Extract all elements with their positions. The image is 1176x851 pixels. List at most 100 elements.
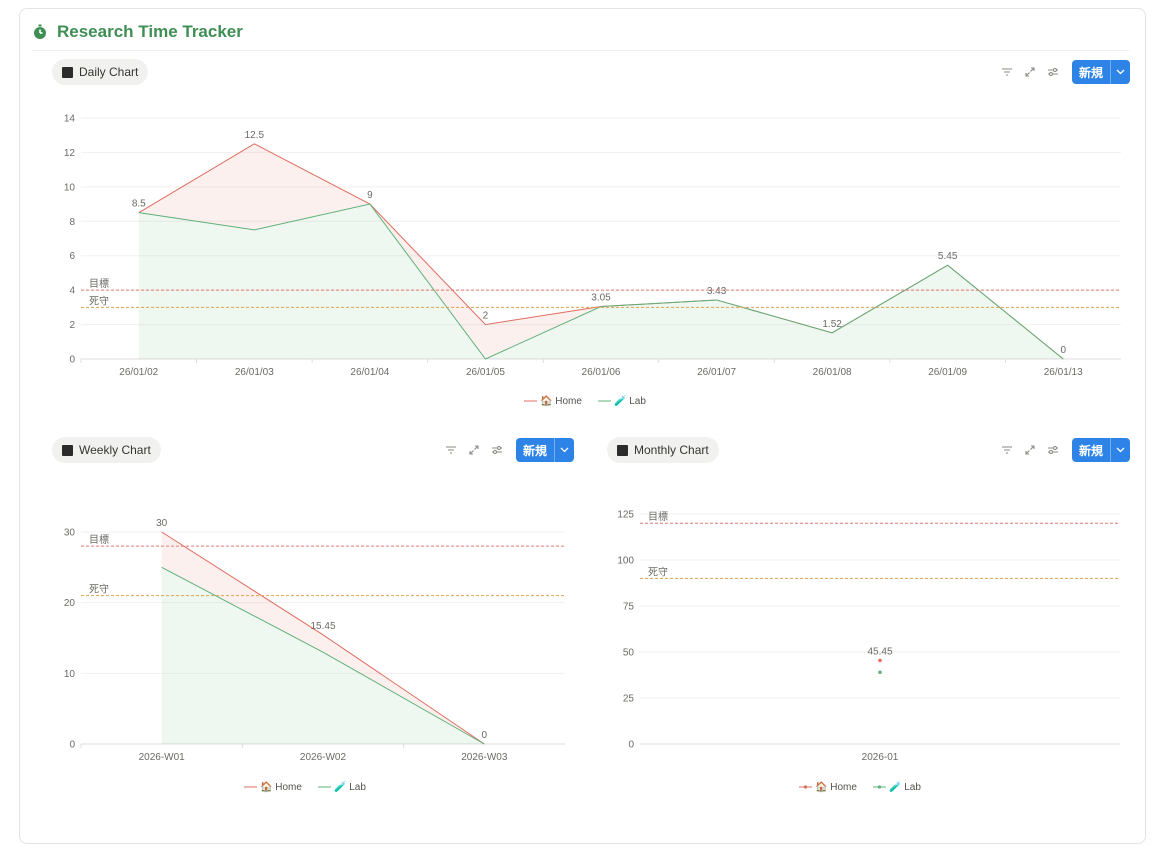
settings-sliders-icon[interactable] <box>1045 442 1061 458</box>
y-tick-label: 125 <box>617 510 634 521</box>
legend: 🏠 Home 🧪 Lab <box>799 781 921 793</box>
data-label: 15.45 <box>310 621 335 632</box>
daily-chart: 0 2 4 6 8 10 12 14 26/01/02 26/01/03 26/01/04 26/01… <box>64 114 1121 407</box>
y-tick-label: 25 <box>623 694 635 705</box>
weekly-chart-label: Weekly Chart <box>79 443 151 457</box>
lab-series-line <box>161 566 485 745</box>
data-label: 45.45 <box>867 646 892 657</box>
weekly-chart: 0 10 20 30 2026-W01 2026-W02 2026-W03 30 15.45 0 目… <box>64 518 565 793</box>
y-tick-label: 75 <box>623 602 635 613</box>
y-tick-label: 10 <box>64 182 76 193</box>
weekly-toolbar: 新規 <box>443 438 574 462</box>
legend-lab-label: 🧪 Lab <box>614 395 646 407</box>
daily-new-button[interactable]: 新規 <box>1071 60 1130 84</box>
legend-lab-label: 🧪 Lab <box>889 781 921 793</box>
square-icon <box>62 66 73 78</box>
legend: 🏠 Home 🧪 Lab <box>524 395 646 407</box>
data-label: 3.05 <box>591 292 611 303</box>
reference-line-label: 目標 <box>89 277 109 290</box>
filter-icon[interactable] <box>999 64 1015 80</box>
reference-line-label: 死守 <box>648 565 668 578</box>
lab-area <box>138 204 1064 359</box>
square-icon <box>62 444 73 456</box>
data-label: 30 <box>156 518 168 529</box>
lab-series-line <box>138 203 1064 360</box>
weekly-chart-tab[interactable]: Weekly Chart <box>52 437 161 463</box>
data-label: 12.5 <box>245 130 265 141</box>
legend-home-label: 🏠 Home <box>540 395 582 407</box>
filter-icon[interactable] <box>443 442 459 458</box>
daily-chart-label: Daily Chart <box>79 65 139 79</box>
data-label: 0 <box>482 730 488 741</box>
y-tick-label: 0 <box>69 355 75 366</box>
x-tick-label: 2026-01 <box>862 752 899 763</box>
lab-point <box>878 670 882 675</box>
legend-dot <box>803 785 808 789</box>
home-area <box>161 532 485 744</box>
monthly-new-button[interactable]: 新規 <box>1071 438 1130 462</box>
home-series-line <box>161 531 485 745</box>
new-button-label: 新規 <box>1078 443 1103 458</box>
monthly-chart-tab[interactable]: Monthly Chart <box>607 437 719 463</box>
data-label: 1.52 <box>822 319 842 330</box>
reference-line-label: 死守 <box>89 583 109 596</box>
daily-chart-panel: Daily Chart 新規 0 2 4 6 8 10 12 14 26/01/02 26/01/… <box>52 59 1130 419</box>
y-tick-label: 20 <box>64 598 76 609</box>
x-tick-label: 26/01/04 <box>350 367 389 378</box>
y-tick-label: 4 <box>69 286 75 297</box>
app-title: Research Time Tracker <box>57 22 243 41</box>
x-tick-label: 2026-W03 <box>461 752 508 763</box>
x-tick-label: 26/01/09 <box>928 367 967 378</box>
y-tick-label: 50 <box>623 648 635 659</box>
tracker-card: Research Time Tracker Daily Chart 新規 0 2 4… <box>19 8 1146 844</box>
new-button-label: 新規 <box>1078 65 1103 80</box>
chevron-down-icon[interactable] <box>1110 60 1130 84</box>
x-tick-label: 26/01/07 <box>697 367 736 378</box>
daily-toolbar: 新規 <box>999 60 1130 84</box>
filter-icon[interactable] <box>999 442 1015 458</box>
card-header: Research Time Tracker <box>32 21 1129 51</box>
y-tick-label: 2 <box>69 320 75 331</box>
y-tick-label: 0 <box>69 740 75 751</box>
x-tick-label: 26/01/06 <box>582 367 621 378</box>
expand-icon[interactable] <box>466 442 482 458</box>
chevron-down-icon[interactable] <box>1110 438 1130 462</box>
expand-icon[interactable] <box>1022 442 1038 458</box>
legend-home-label: 🏠 Home <box>815 781 857 793</box>
weekly-new-button[interactable]: 新規 <box>515 438 574 462</box>
x-tick-label: 26/01/08 <box>813 367 852 378</box>
data-label: 5.45 <box>938 251 958 262</box>
expand-icon[interactable] <box>1022 64 1038 80</box>
new-button-label: 新規 <box>522 443 547 458</box>
reference-line-label: 目標 <box>648 510 668 523</box>
legend-home-label: 🏠 Home <box>260 781 302 793</box>
data-label: 3.43 <box>707 286 727 297</box>
home-area <box>138 143 1064 359</box>
y-tick-label: 0 <box>628 740 634 751</box>
data-label: 2 <box>483 311 489 322</box>
reference-line-label: 目標 <box>89 533 109 546</box>
chevron-down-icon[interactable] <box>554 438 574 462</box>
data-label: 9 <box>367 190 373 201</box>
lab-area <box>161 567 485 744</box>
daily-chart-tab[interactable]: Daily Chart <box>52 59 149 85</box>
y-tick-label: 6 <box>69 251 75 262</box>
home-point <box>878 658 882 663</box>
x-tick-label: 26/01/05 <box>466 367 505 378</box>
monthly-chart-label: Monthly Chart <box>634 443 709 457</box>
x-tick-label: 2026-W02 <box>300 752 347 763</box>
square-icon <box>617 444 628 456</box>
settings-sliders-icon[interactable] <box>489 442 505 458</box>
y-tick-label: 100 <box>617 556 634 567</box>
x-tick-label: 26/01/03 <box>235 367 274 378</box>
legend: 🏠 Home 🧪 Lab <box>244 781 366 793</box>
settings-sliders-icon[interactable] <box>1045 64 1061 80</box>
y-tick-label: 12 <box>64 148 76 159</box>
x-tick-label: 26/01/02 <box>119 367 158 378</box>
legend-lab-label: 🧪 Lab <box>334 781 366 793</box>
reference-line-label: 死守 <box>89 294 109 307</box>
x-tick-label: 2026-W01 <box>139 752 186 763</box>
y-tick-label: 10 <box>64 669 76 680</box>
data-label: 0 <box>1060 345 1066 356</box>
